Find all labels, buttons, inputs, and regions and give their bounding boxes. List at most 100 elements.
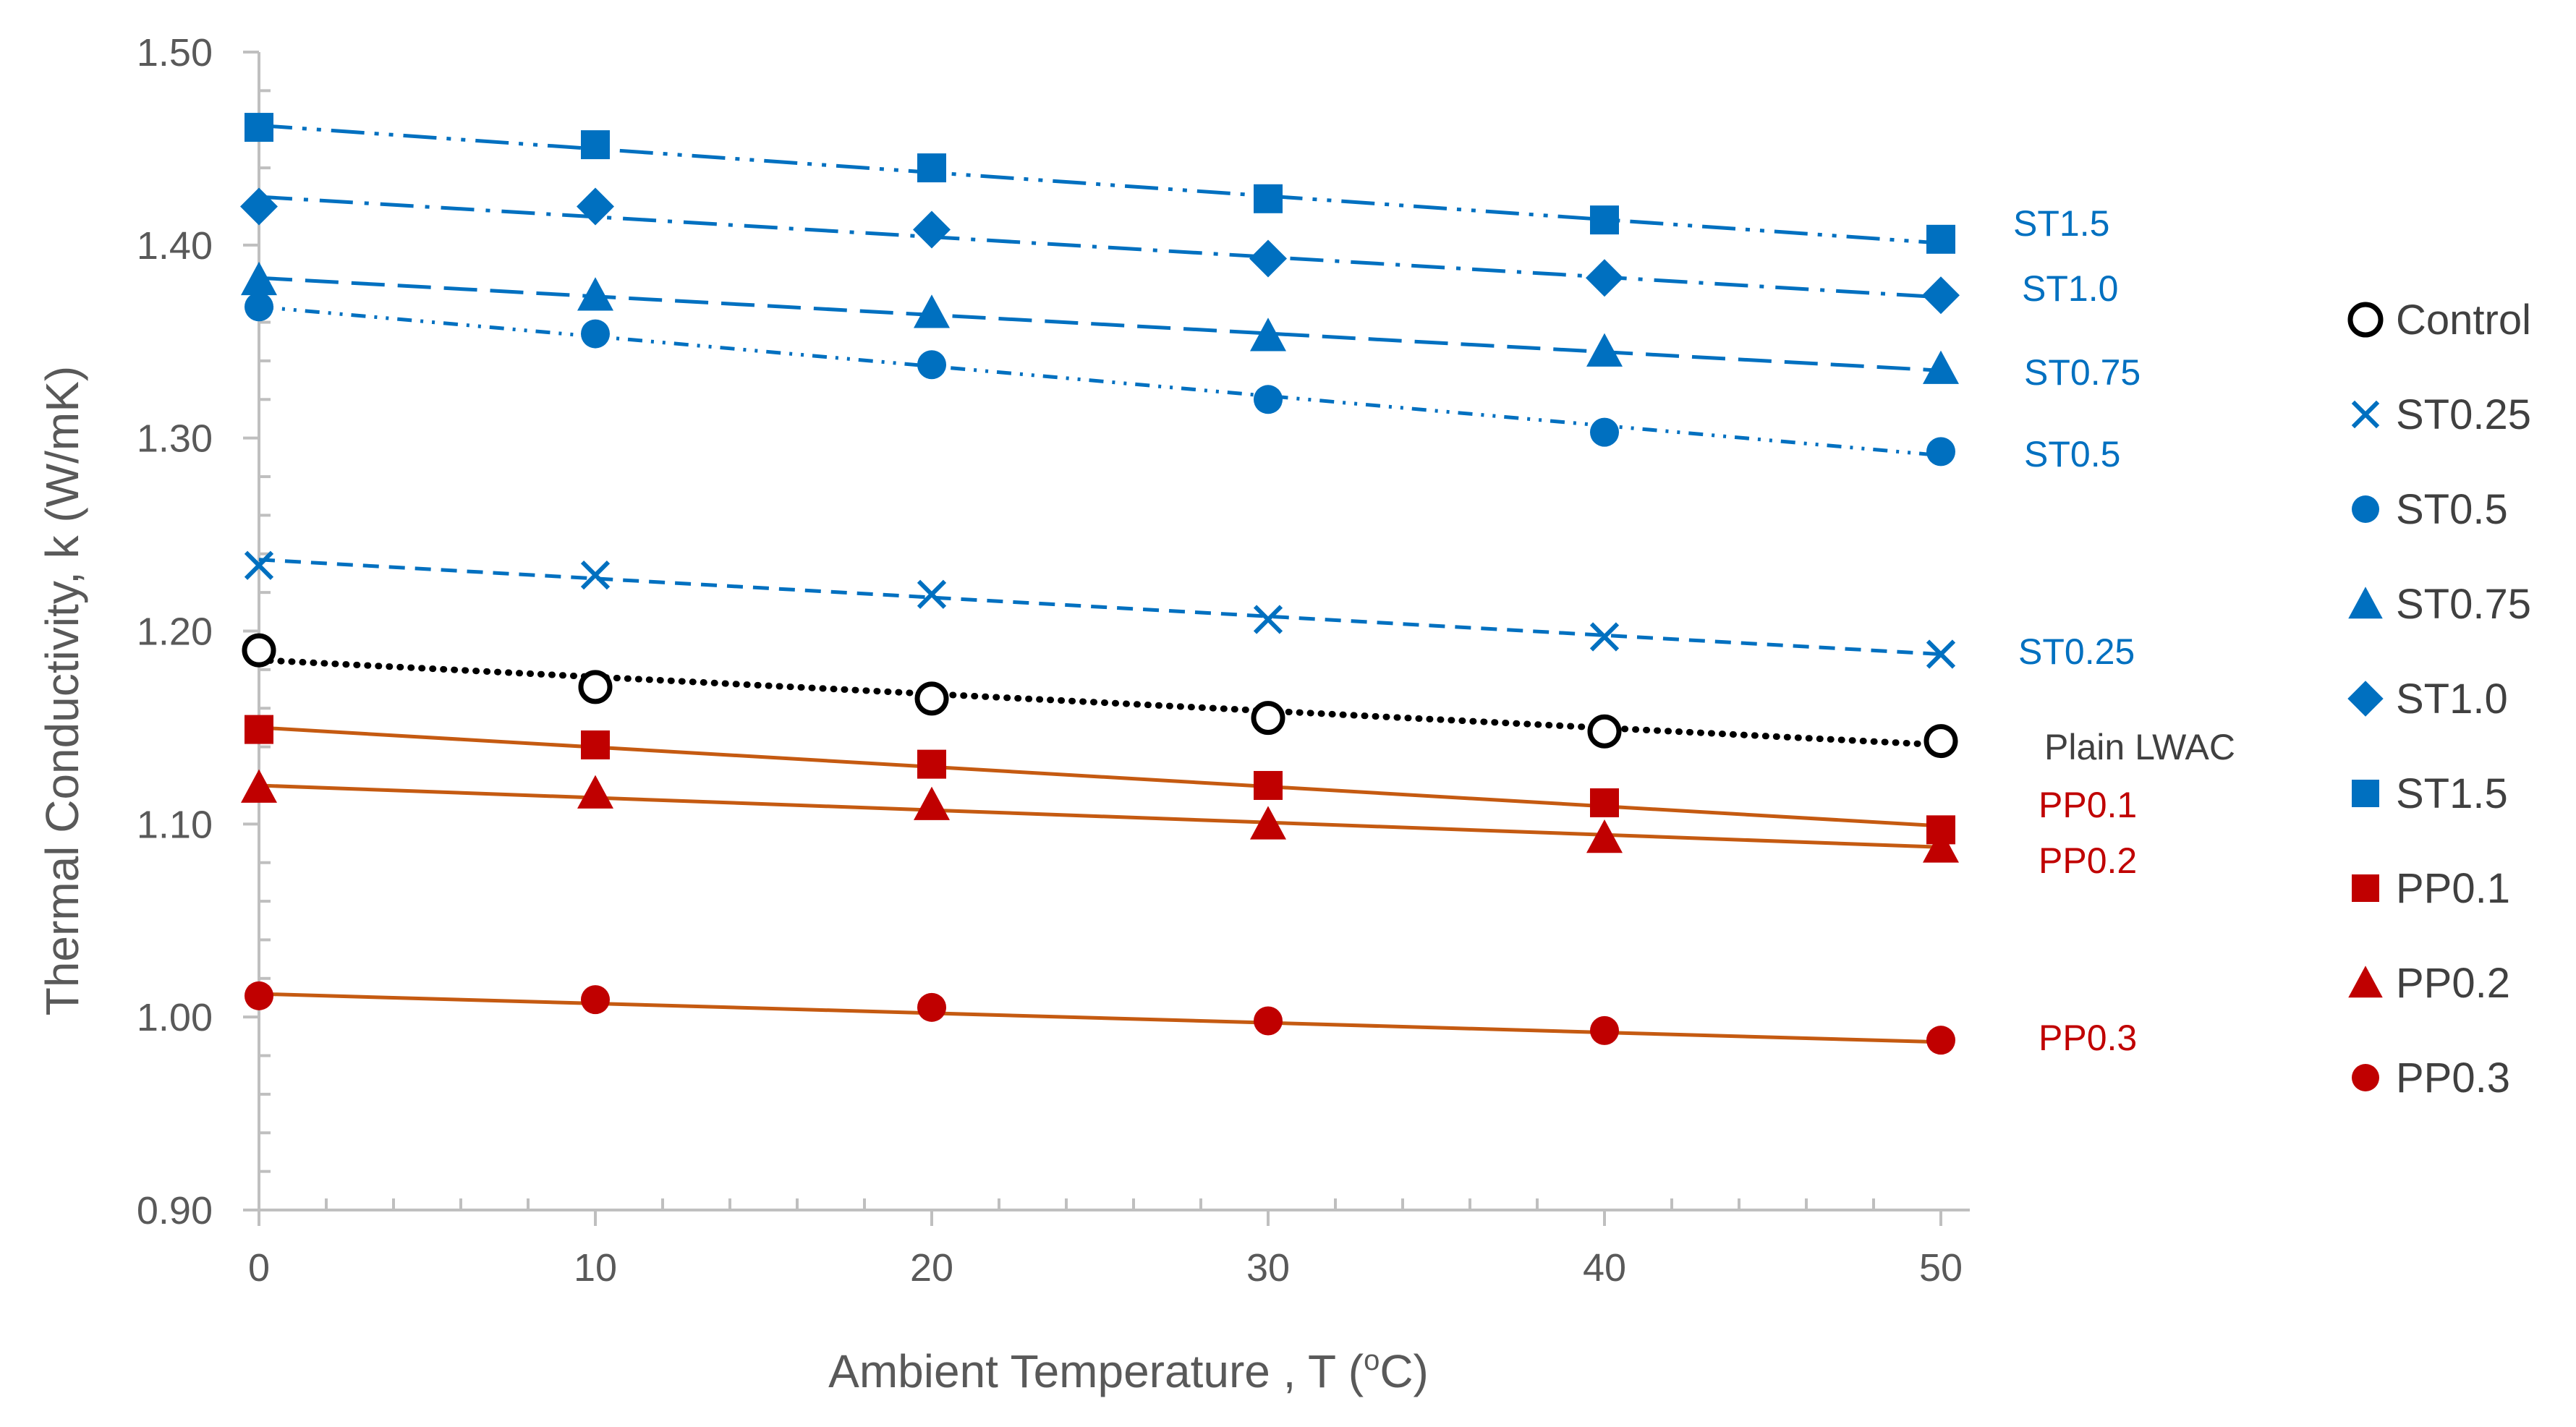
- data-point-st1-5: [581, 130, 610, 160]
- data-point-control: [914, 681, 949, 716]
- legend-label-pp0-2: PP0.2: [2396, 960, 2510, 1007]
- data-point-pp0-2: [1250, 806, 1286, 840]
- trendline-st0-25: [258, 558, 1942, 657]
- x-tick-label: 50: [1919, 1246, 1963, 1290]
- annotation-pp0-1: PP0.1: [2039, 785, 2137, 825]
- x-axis-title-main: Ambient Temperature , T (: [828, 1345, 1364, 1397]
- data-point-pp0-2: [1923, 829, 1959, 863]
- y-tick-label: 1.20: [137, 610, 213, 654]
- data-point-st1-5: [1590, 205, 1619, 235]
- data-point-st0-75: [914, 294, 950, 328]
- legend-label-st0-5: ST0.5: [2396, 486, 2508, 533]
- y-tick-label: 0.90: [137, 1189, 213, 1232]
- data-point-st0-25: [917, 579, 947, 609]
- x-tick-label: 30: [1246, 1246, 1290, 1290]
- trendline-pp0-3: [258, 992, 1942, 1044]
- data-point-st0-25: [1926, 639, 1956, 669]
- data-point-pp0-3: [1926, 1026, 1955, 1055]
- data-point-pp0-3: [245, 981, 273, 1010]
- trendline-st0-5: [258, 304, 1942, 458]
- legend-label-st0-25: ST0.25: [2396, 391, 2531, 438]
- data-point-st1-0: [913, 210, 951, 249]
- legend-label-control: Control: [2396, 297, 2531, 344]
- legend-marker-st1-5: [2352, 780, 2379, 807]
- data-point-pp0-2: [914, 786, 950, 820]
- data-point-st1-0: [1922, 276, 1960, 315]
- data-point-st1-0: [240, 187, 278, 226]
- data-point-st1-5: [1254, 184, 1283, 213]
- x-axis-title-suffix: C): [1380, 1345, 1429, 1397]
- y-tick-label: 1.30: [137, 417, 213, 461]
- x-tick-label: 0: [248, 1246, 270, 1290]
- data-point-pp0-1: [245, 715, 273, 744]
- annotation-st0-75: ST0.75: [2024, 352, 2141, 393]
- data-point-st0-75: [241, 261, 277, 296]
- markers: [240, 113, 1960, 1055]
- legend-label-pp0-3: PP0.3: [2396, 1055, 2510, 1102]
- trendline-st0-75: [258, 276, 1942, 372]
- data-point-st0-5: [581, 319, 610, 349]
- data-point-pp0-1: [581, 730, 610, 759]
- data-point-pp0-3: [1254, 1006, 1283, 1036]
- y-tick-label: 1.00: [137, 996, 213, 1039]
- annotation-st1-0: ST1.0: [2022, 268, 2118, 309]
- data-point-st1-5: [917, 153, 946, 183]
- legend-marker-st1-0: [2347, 681, 2384, 717]
- trendline-pp0-1: [258, 725, 1942, 828]
- data-point-st0-75: [1250, 318, 1286, 352]
- data-point-st0-5: [1590, 417, 1619, 447]
- data-point-st1-0: [1586, 259, 1623, 297]
- trendline-st1-0: [258, 195, 1942, 299]
- legend-label-pp0-1: PP0.1: [2396, 865, 2510, 912]
- data-point-st0-5: [1254, 385, 1283, 414]
- trendlines: [255, 123, 1944, 1044]
- data-point-pp0-3: [917, 992, 946, 1022]
- annotation-st1-5: ST1.5: [2013, 203, 2109, 244]
- data-point-st1-0: [1249, 239, 1287, 278]
- data-point-control: [1587, 714, 1622, 749]
- trendline-control: [255, 657, 1944, 749]
- data-point-st0-25: [1253, 605, 1283, 634]
- data-point-st0-75: [577, 277, 613, 311]
- trendline-pp0-2: [258, 783, 1942, 849]
- data-point-control: [242, 633, 276, 668]
- data-point-st0-25: [244, 550, 274, 580]
- x-axis-title: Ambient Temperature , T (oC): [828, 1345, 1429, 1397]
- data-point-st0-25: [580, 560, 611, 590]
- y-tick-label: 1.50: [137, 31, 213, 74]
- annotation-pp0-2: PP0.2: [2039, 840, 2137, 881]
- data-point-pp0-3: [1590, 1015, 1619, 1045]
- data-point-st0-5: [1926, 437, 1955, 467]
- data-point-control: [578, 670, 613, 704]
- axes: 0.90 1.00 1.10 1.20 1.30 1.40 1.50 0 10 20 30 40 50: [137, 31, 1970, 1290]
- legend-label-st1-0: ST1.0: [2396, 676, 2508, 723]
- data-point-control: [1251, 701, 1285, 736]
- x-axis-title-superscript: o: [1364, 1345, 1380, 1376]
- annotation-st0-5: ST0.5: [2024, 434, 2120, 474]
- data-point-st1-0: [577, 187, 614, 226]
- data-point-pp0-1: [1590, 788, 1619, 817]
- legend-marker-control: [2347, 302, 2384, 338]
- annotation-control: Plain LWAC: [2044, 727, 2235, 767]
- y-tick-label: 1.10: [137, 803, 213, 846]
- legend-marker-pp0-1: [2352, 874, 2379, 902]
- x-tick-label: 10: [574, 1246, 617, 1290]
- trendline-st1-5: [258, 123, 1942, 245]
- data-point-st1-5: [1926, 224, 1955, 254]
- data-point-pp0-2: [1586, 819, 1623, 853]
- data-point-st0-25: [1589, 622, 1620, 652]
- data-point-pp0-2: [577, 775, 613, 809]
- legend-marker-st0-75: [2348, 587, 2383, 619]
- legend-marker-st0-25: [2351, 400, 2380, 429]
- data-point-st0-75: [1923, 350, 1959, 384]
- data-point-control: [1924, 724, 1958, 759]
- data-point-pp0-3: [581, 985, 610, 1015]
- data-point-pp0-2: [241, 769, 277, 803]
- x-tick-label: 40: [1583, 1246, 1626, 1290]
- y-tick-label: 1.40: [137, 224, 213, 268]
- data-point-st1-5: [245, 113, 273, 142]
- x-tick-label: 20: [910, 1246, 953, 1290]
- legend-marker-pp0-3: [2352, 1064, 2379, 1091]
- data-point-pp0-1: [917, 749, 946, 779]
